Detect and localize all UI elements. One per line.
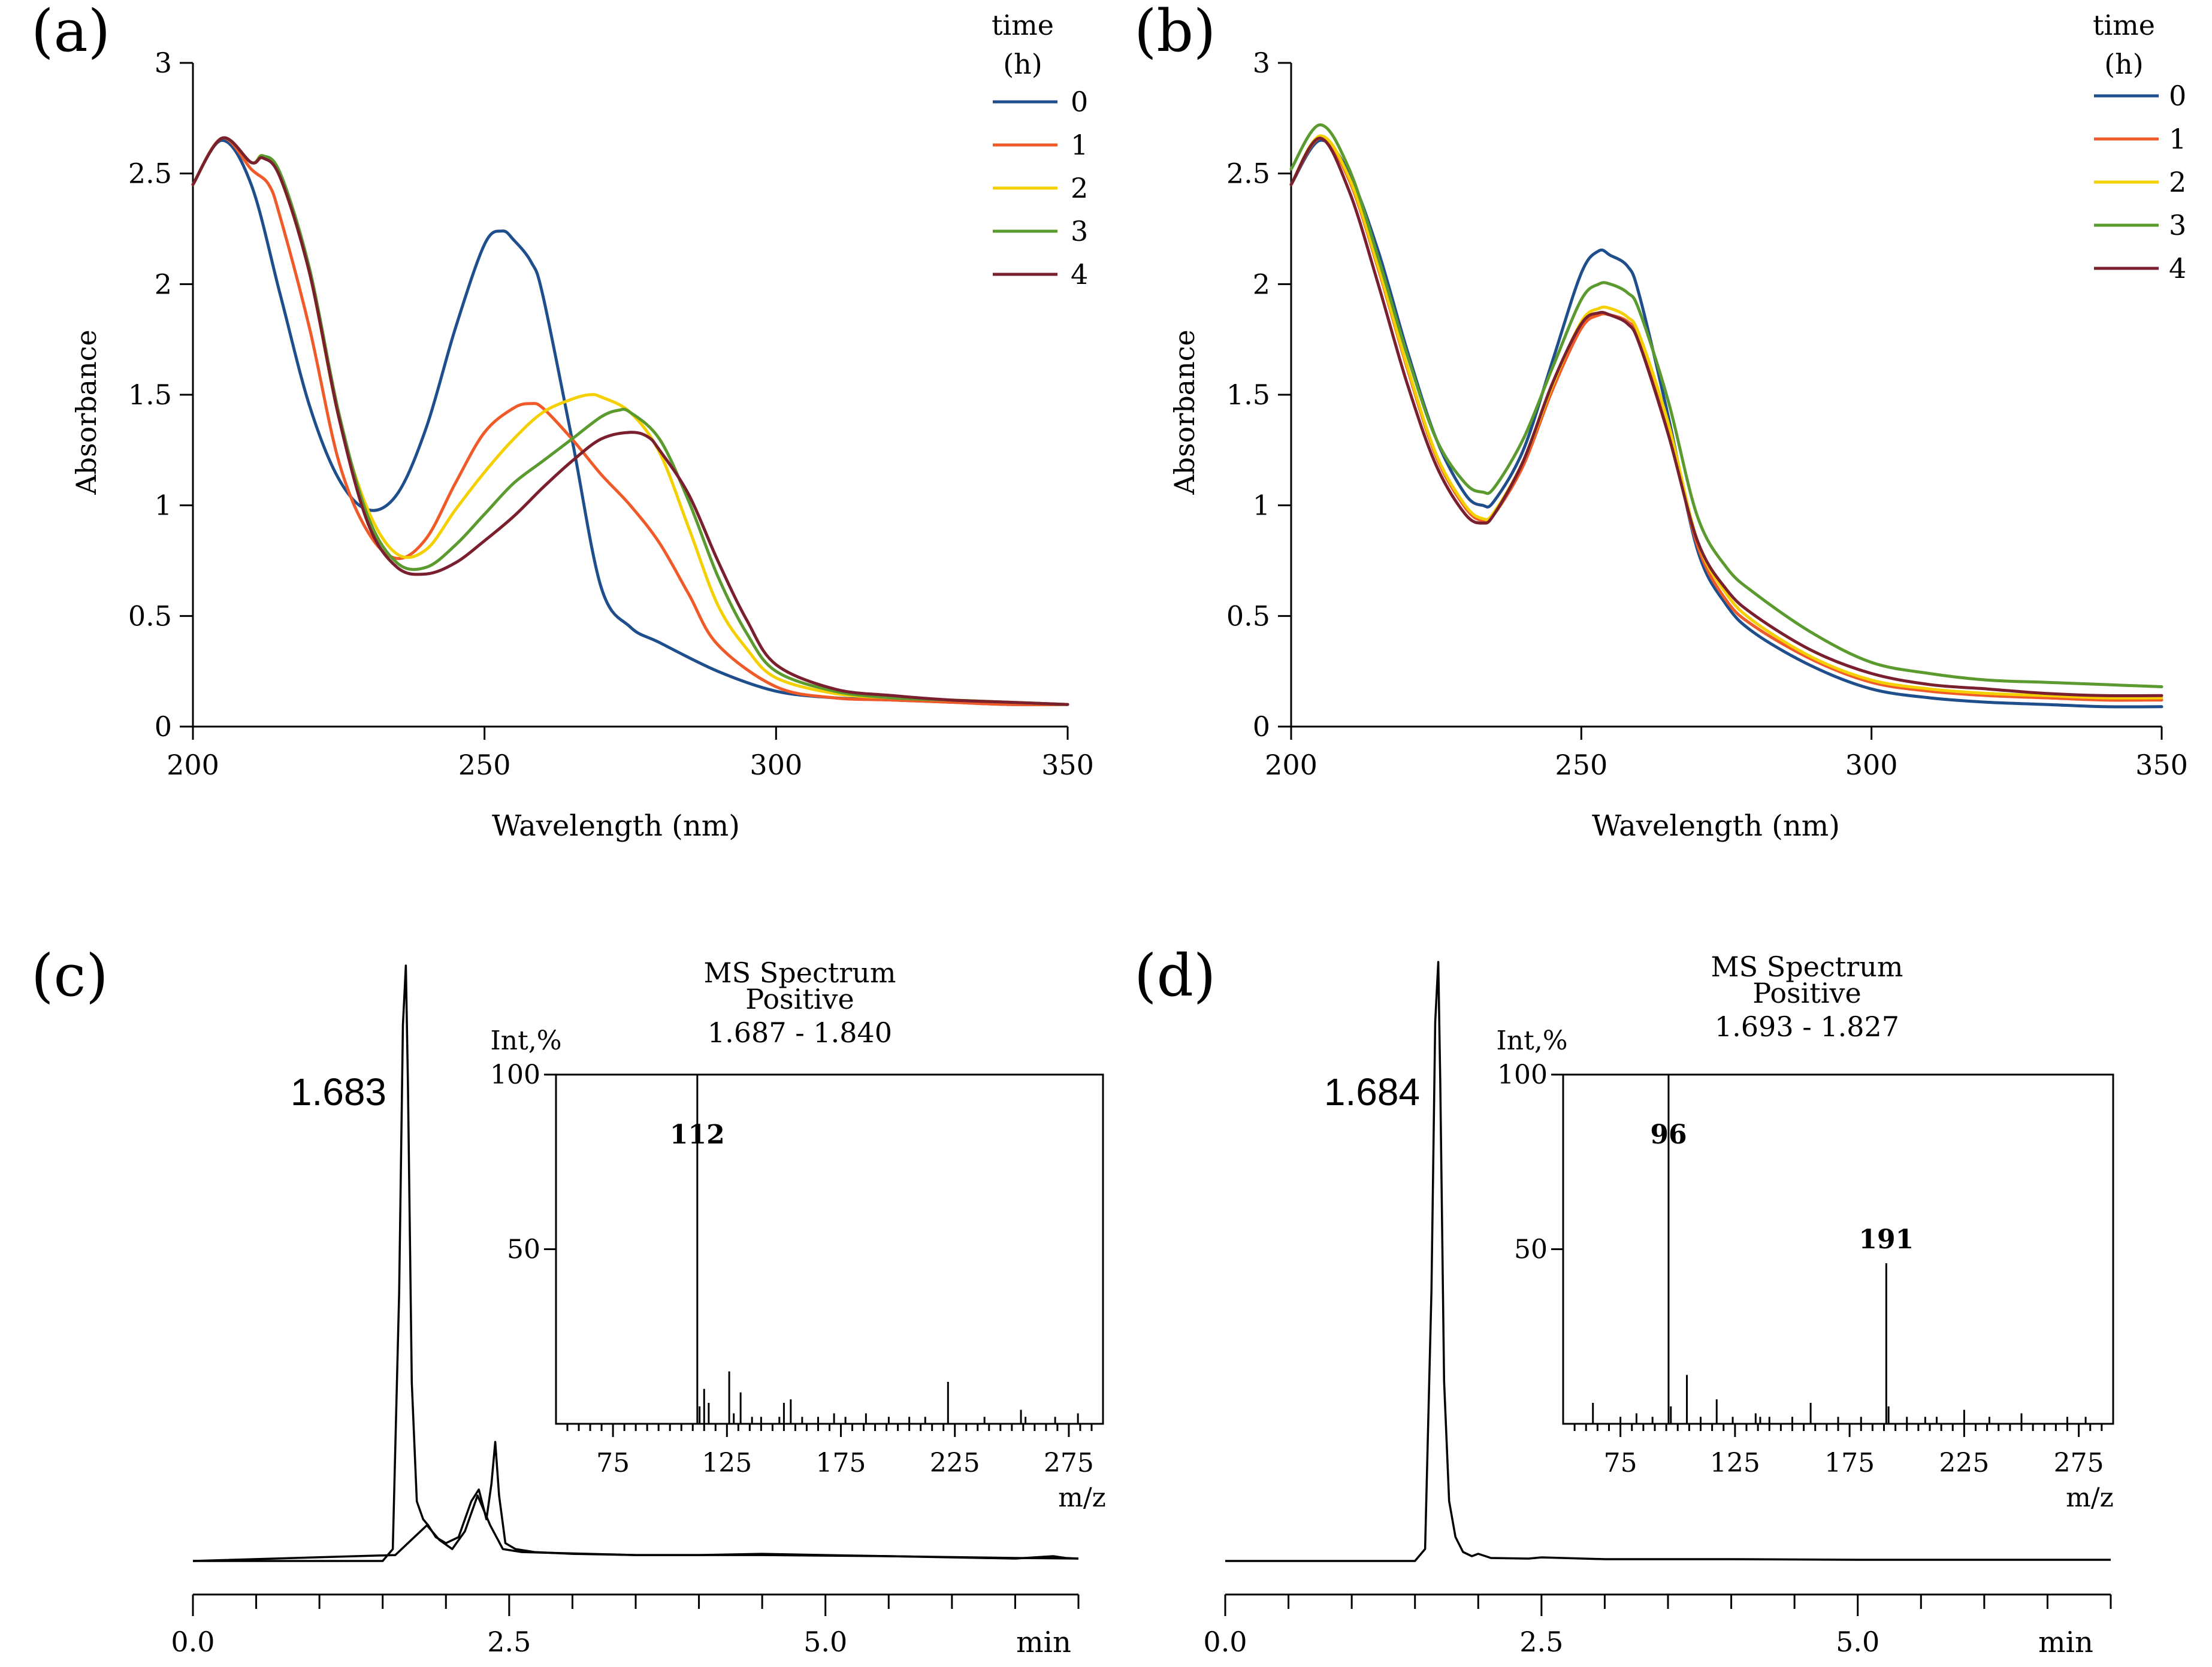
ms-title-d: MS Spectrum	[1711, 951, 1903, 983]
legend-label-b-0: 0	[2169, 80, 2186, 112]
ms-title-c: MS Spectrum	[704, 957, 896, 989]
peak-label-d: 1.684	[1324, 1070, 1420, 1114]
legend-title-unit-a: (h)	[1003, 48, 1042, 80]
time-tick-label-d-2: 5.0	[1836, 1626, 1879, 1658]
y-tick-label-b-4: 2	[1253, 268, 1270, 300]
time-tick-label-c-1: 2.5	[487, 1626, 531, 1658]
x-tick-label-b-2: 300	[1845, 749, 1898, 781]
y-tick-label-b-2: 1	[1253, 489, 1270, 522]
x-axis-label-a: Wavelength (nm)	[492, 809, 740, 843]
panel-label-b: (b)	[1134, 0, 1216, 65]
ms-polarity-d: Positive	[1752, 977, 1862, 1009]
panel-label-d: (d)	[1134, 942, 1216, 1009]
ms-y-tick-label-c-0: 50	[507, 1235, 540, 1265]
ms-x-tick-label-d-2: 175	[1824, 1448, 1875, 1478]
ms-y-tick-label-c-1: 100	[490, 1060, 540, 1090]
series-b-4	[1289, 137, 2163, 698]
y-tick-label-b-6: 3	[1253, 47, 1270, 79]
ms-y-tick-label-d-0: 50	[1514, 1235, 1548, 1265]
ms-inset-c: MS Spectrum Positive 1.687 - 1.840 Int,%…	[490, 957, 1106, 1513]
legend-title-time-b: time	[2093, 9, 2155, 41]
time-axis-label-d: min	[2038, 1626, 2093, 1659]
time-tick-label-c-0: 0.0	[171, 1626, 214, 1658]
y-tick-label-b-1: 0.5	[1226, 600, 1270, 632]
chromatogram-trace-d	[1225, 961, 2111, 1562]
ms-polarity-c: Positive	[745, 983, 854, 1015]
y-tick-label-b-5: 2.5	[1226, 158, 1270, 190]
ms-peak-label-d-191: 191	[1859, 1224, 1914, 1255]
x-axis-label-b: Wavelength (nm)	[1592, 809, 1840, 843]
ms-x-label-d: m/z	[2066, 1483, 2114, 1513]
legend-label-b-1: 1	[2169, 123, 2186, 155]
legend-title-time-a: time	[992, 9, 1054, 41]
baseline-trace-c	[192, 1494, 1079, 1562]
time-tick-label-d-1: 2.5	[1519, 1626, 1563, 1658]
time-tick-label-c-2: 5.0	[803, 1626, 847, 1658]
ms-x-tick-label-d-4: 275	[2054, 1448, 2104, 1478]
legend-label-a-4: 4	[1071, 258, 1088, 291]
legend-label-a-2: 2	[1071, 172, 1088, 204]
y-tick-label-a-5: 2.5	[128, 158, 172, 190]
legend-label-a-0: 0	[1071, 86, 1088, 118]
ms-x-tick-label-c-2: 175	[816, 1448, 866, 1478]
y-tick-label-a-6: 3	[155, 47, 172, 79]
panel-c: (c) 0.0 2.5 5.0 1.683 min MS Spectrum Posi…	[31, 942, 1106, 1659]
x-tick-label-a-3: 350	[1041, 749, 1094, 781]
x-tick-label-b-0: 200	[1265, 749, 1317, 781]
panel-a: (a) 200 250 300 350 0 0.5 1 1.5 2 2.5 3 Absorbance…	[31, 0, 1094, 843]
panel-b: (b) 200 250 300 350 0 0.5 1 1.5 2 2.5 3 Absorbance…	[1134, 0, 2188, 843]
ms-inset-d: MS Spectrum Positive 1.693 - 1.827 Int,%…	[1496, 951, 2114, 1513]
series-a-4	[191, 136, 1069, 706]
ms-peak-label-d-96: 96	[1650, 1120, 1687, 1150]
x-tick-label-a-1: 250	[458, 749, 511, 781]
y-tick-label-a-3: 1.5	[128, 379, 172, 411]
y-tick-label-b-0: 0	[1253, 710, 1270, 743]
ms-x-tick-label-d-1: 125	[1710, 1448, 1760, 1478]
y-tick-label-a-2: 1	[155, 489, 172, 522]
ms-peak-label-c-112: 112	[670, 1120, 725, 1150]
y-axis-label-a: Absorbance	[70, 329, 102, 495]
x-tick-label-a-2: 300	[750, 749, 802, 781]
x-tick-label-b-3: 350	[2135, 749, 2188, 781]
panel-label-c: (c)	[31, 942, 108, 1009]
ms-y-label-c: Int,%	[490, 1025, 561, 1056]
ms-y-tick-label-d-1: 100	[1497, 1060, 1548, 1090]
peak-label-c: 1.683	[291, 1070, 386, 1114]
y-tick-label-a-0: 0	[155, 710, 172, 743]
time-tick-label-d-0: 0.0	[1203, 1626, 1247, 1658]
ms-x-tick-label-d-0: 75	[1604, 1448, 1637, 1478]
time-axis-label-c: min	[1016, 1626, 1071, 1659]
y-tick-label-b-3: 1.5	[1226, 379, 1270, 411]
series-b-2	[1289, 134, 2163, 700]
legend-label-b-3: 3	[2169, 209, 2186, 241]
ms-x-tick-label-c-0: 75	[596, 1448, 630, 1478]
legend-b: time (h) 0 1 2 3 4	[2093, 9, 2186, 285]
panel-label-a: (a)	[31, 0, 110, 65]
series-a-1	[191, 137, 1069, 706]
x-tick-label-a-0: 200	[167, 749, 219, 781]
ms-x-label-c: m/z	[1058, 1483, 1106, 1513]
ms-x-tick-label-d-3: 225	[1939, 1448, 1989, 1478]
x-tick-label-b-1: 250	[1555, 749, 1607, 781]
legend-label-b-2: 2	[2169, 166, 2186, 198]
y-tick-label-a-4: 2	[155, 268, 172, 300]
legend-label-b-4: 4	[2169, 252, 2186, 285]
ms-x-tick-label-c-4: 275	[1044, 1448, 1094, 1478]
panel-d: (d) 0.0 2.5 5.0 1.684 min MS Spectrum Posi…	[1134, 942, 2114, 1659]
ms-range-d: 1.693 - 1.827	[1715, 1011, 1899, 1043]
legend-a: time (h) 0 1 2 3 4	[992, 9, 1088, 291]
series-b-3	[1289, 123, 2163, 688]
legend-title-unit-b: (h)	[2104, 48, 2144, 80]
y-tick-label-a-1: 0.5	[128, 600, 172, 632]
ms-x-tick-label-c-1: 125	[702, 1448, 752, 1478]
legend-label-a-1: 1	[1071, 129, 1088, 161]
ms-range-c: 1.687 - 1.840	[708, 1016, 892, 1049]
y-axis-label-b: Absorbance	[1168, 329, 1201, 495]
ms-x-tick-label-c-3: 225	[930, 1448, 980, 1478]
ms-y-label-d: Int,%	[1496, 1025, 1567, 1056]
legend-label-a-3: 3	[1071, 215, 1088, 247]
